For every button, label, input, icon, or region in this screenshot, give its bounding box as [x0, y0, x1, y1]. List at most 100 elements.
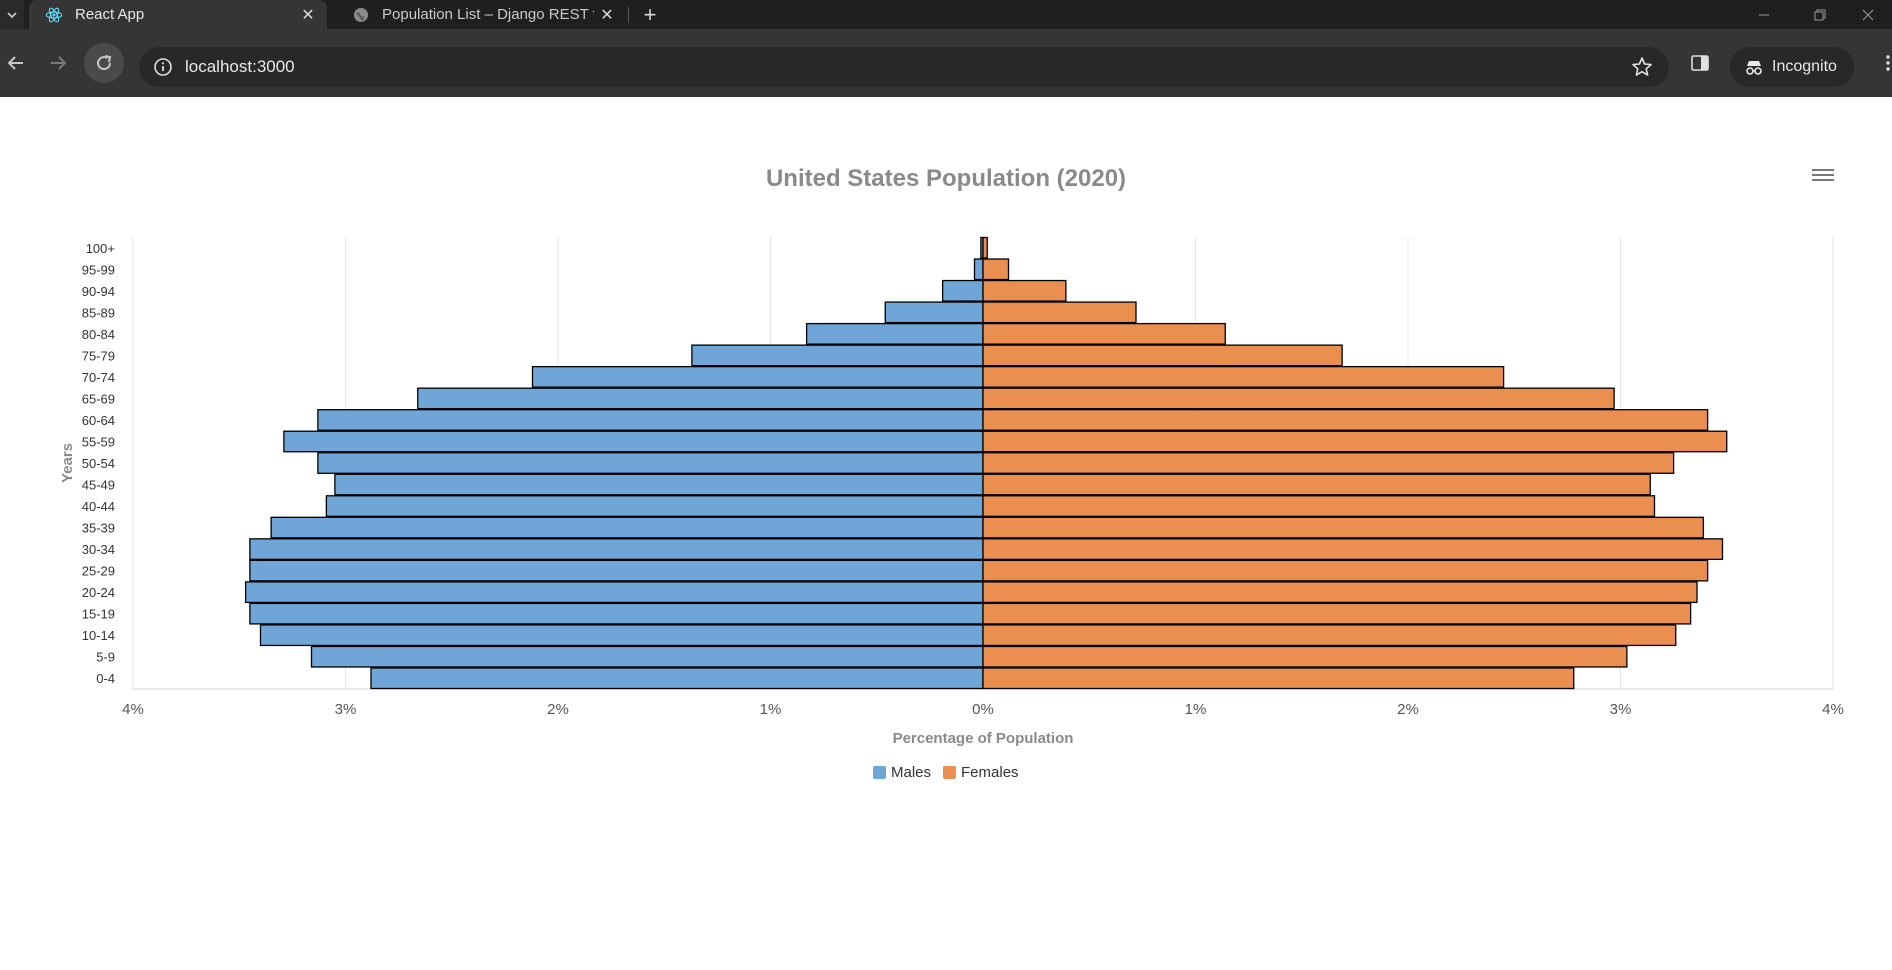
- side-panel-icon: [1691, 55, 1709, 71]
- y-tick-label: 80-84: [82, 327, 115, 342]
- bar-females: [982, 581, 1698, 604]
- reload-icon: [97, 55, 112, 71]
- arrow-left-icon: [7, 56, 23, 70]
- x-tick-label: 4%: [122, 701, 144, 718]
- y-tick-label: 45-49: [82, 478, 115, 493]
- bar-females: [982, 452, 1675, 474]
- legend-item-females[interactable]: Females: [943, 764, 1019, 781]
- y-tick-label: 100+: [86, 241, 115, 256]
- tab-separator: [628, 7, 629, 23]
- bar-males: [317, 452, 984, 474]
- y-tick-label: 70-74: [82, 370, 115, 385]
- bar-males: [805, 322, 984, 345]
- bar-females: [982, 495, 1656, 517]
- chart-title: United States Population (2020): [765, 165, 1127, 192]
- x-tick-label: 1%: [1185, 701, 1207, 718]
- bar-males: [283, 430, 984, 453]
- bar-females: [982, 279, 1067, 302]
- bar-males: [417, 387, 984, 410]
- new-tab-button[interactable]: +: [643, 2, 657, 27]
- address-bar[interactable]: localhost:3000: [139, 47, 1669, 87]
- browser-menu-button[interactable]: [1868, 43, 1892, 83]
- bar-females: [982, 667, 1575, 690]
- side-panel-button[interactable]: [1680, 43, 1720, 83]
- x-tick-label: 2%: [547, 701, 569, 718]
- globe-icon: [352, 6, 370, 24]
- bar-females: [982, 602, 1692, 625]
- y-tick-label: 0-4: [96, 671, 115, 686]
- y-tick-label: 60-64: [82, 413, 115, 428]
- legend-label-males: Males: [891, 764, 932, 781]
- y-tick-label: 30-34: [82, 542, 115, 557]
- y-tick-label: 50-54: [82, 456, 115, 471]
- kebab-menu-icon: [1886, 55, 1890, 71]
- bar-males: [325, 495, 984, 517]
- bar-females: [982, 258, 1010, 281]
- x-tick-label: 0%: [972, 701, 994, 718]
- bar-males: [370, 667, 984, 690]
- bar-males: [884, 301, 984, 324]
- tab-search-button[interactable]: [0, 0, 24, 29]
- bar-females: [982, 322, 1226, 345]
- x-tick-label: 4%: [1822, 701, 1844, 718]
- chart-menu-button[interactable]: [1812, 166, 1834, 184]
- close-icon: [1862, 9, 1874, 20]
- bar-males: [249, 538, 984, 561]
- bar-males: [249, 559, 984, 582]
- site-info-icon[interactable]: [143, 57, 183, 77]
- y-tick-label: 35-39: [82, 521, 115, 536]
- bar-females: [982, 559, 1709, 582]
- y-tick-label: 95-99: [82, 262, 115, 277]
- hamburger-icon: [1812, 169, 1834, 171]
- reload-button[interactable]: [84, 43, 124, 83]
- minimize-button[interactable]: [1740, 0, 1788, 29]
- bar-males: [259, 624, 984, 647]
- incognito-indicator[interactable]: Incognito: [1730, 47, 1854, 87]
- close-tab-icon[interactable]: ✕: [301, 6, 315, 24]
- restore-button[interactable]: [1796, 0, 1844, 29]
- y-tick-label: 90-94: [82, 284, 115, 299]
- x-tick-label: 2%: [1397, 701, 1419, 718]
- y-axis-title: Years: [59, 443, 76, 483]
- close-tab-icon[interactable]: ✕: [600, 6, 614, 24]
- tab-title: Population List – Django REST f: [382, 6, 594, 23]
- bar-females: [982, 624, 1677, 647]
- y-tick-label: 75-79: [82, 348, 115, 363]
- arrow-right-icon: [51, 56, 67, 70]
- back-button[interactable]: [0, 43, 36, 83]
- bar-females: [982, 301, 1137, 324]
- bar-males: [310, 645, 984, 668]
- bar-females: [982, 516, 1705, 539]
- bar-males: [244, 581, 984, 604]
- browser-toolbar: localhost:3000 Incognito: [0, 29, 1892, 97]
- legend-swatch-males: [873, 766, 886, 779]
- bar-males: [270, 516, 984, 539]
- bookmark-star-icon[interactable]: [1631, 56, 1653, 83]
- react-icon: [45, 6, 63, 24]
- bar-males: [317, 409, 984, 431]
- tab-title: React App: [75, 6, 145, 23]
- tab-population-list[interactable]: Population List – Django REST f ✕: [336, 0, 626, 29]
- y-tick-label: 65-69: [82, 391, 115, 406]
- y-tick-label: 5-9: [96, 650, 115, 665]
- y-tick-label: 20-24: [82, 585, 115, 600]
- forward-button[interactable]: [38, 43, 78, 83]
- y-tick-label: 55-59: [82, 434, 115, 449]
- bar-females: [982, 538, 1724, 561]
- y-tick-label: 10-14: [82, 628, 115, 643]
- chart-legend: Males Females: [873, 764, 1031, 781]
- bar-males: [531, 365, 984, 388]
- y-tick-label: 25-29: [82, 564, 115, 579]
- x-tick-label: 1%: [760, 701, 782, 718]
- incognito-icon: [1746, 61, 1762, 75]
- legend-item-males[interactable]: Males: [873, 764, 931, 781]
- bar-males: [691, 344, 984, 367]
- bar-females: [982, 387, 1615, 410]
- bar-females: [982, 344, 1343, 367]
- bar-females: [982, 236, 988, 259]
- legend-swatch-females: [943, 766, 957, 779]
- bar-males: [334, 473, 984, 496]
- tab-react-app[interactable]: React App ✕: [29, 0, 327, 29]
- close-window-button[interactable]: [1844, 0, 1892, 29]
- y-tick-label: 85-89: [82, 305, 115, 320]
